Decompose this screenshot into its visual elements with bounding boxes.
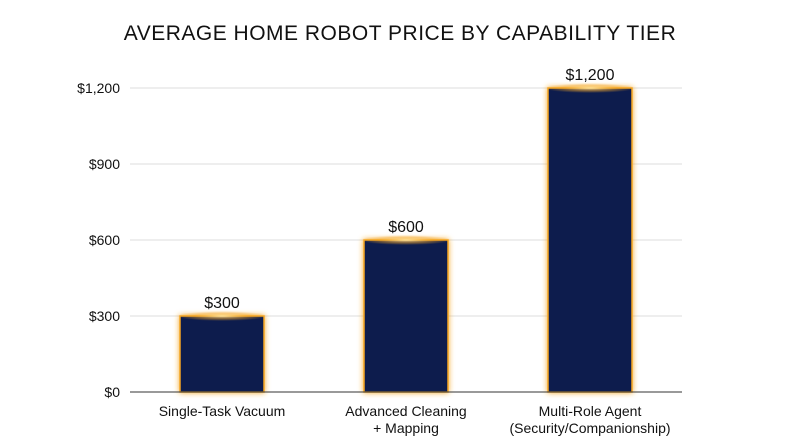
x-axis-categories: Single-Task Vacuum Advanced Cleaning + Map… bbox=[159, 403, 671, 436]
bars bbox=[176, 83, 636, 393]
x-category-label: Advanced Cleaning + Mapping bbox=[345, 403, 466, 436]
value-labels: $300 $600 $1,200 bbox=[204, 67, 614, 312]
x-category-label: Single-Task Vacuum bbox=[159, 403, 286, 419]
bar-value-label: $1,200 bbox=[566, 67, 615, 84]
x-category-label-line: Advanced Cleaning bbox=[345, 403, 466, 419]
x-category-label-line: Single-Task Vacuum bbox=[159, 403, 286, 419]
bar bbox=[547, 87, 633, 393]
x-category-label: Multi-Role Agent (Security/Companionship) bbox=[509, 403, 670, 436]
chart-title: AVERAGE HOME ROBOT PRICE BY CAPABILITY T… bbox=[124, 22, 676, 45]
x-category-label-line: Multi-Role Agent bbox=[539, 403, 642, 419]
x-category-label-line: (Security/Companionship) bbox=[509, 420, 670, 436]
bar-value-label: $600 bbox=[388, 219, 424, 236]
bar bbox=[179, 315, 265, 393]
y-tick-label: $600 bbox=[89, 232, 120, 248]
bar bbox=[363, 239, 449, 393]
y-tick-label: $900 bbox=[89, 156, 120, 172]
y-axis-ticks: $0 $300 $600 $900 $1,200 bbox=[77, 80, 120, 400]
y-tick-label: $1,200 bbox=[77, 80, 120, 96]
bar-top-glow bbox=[176, 311, 268, 321]
y-tick-label: $300 bbox=[89, 308, 120, 324]
bar-top-glow bbox=[544, 83, 636, 93]
x-category-label-line: + Mapping bbox=[373, 420, 439, 436]
bar-top-glow bbox=[360, 235, 452, 245]
bar-value-label: $300 bbox=[204, 295, 240, 312]
y-tick-label: $0 bbox=[104, 384, 120, 400]
